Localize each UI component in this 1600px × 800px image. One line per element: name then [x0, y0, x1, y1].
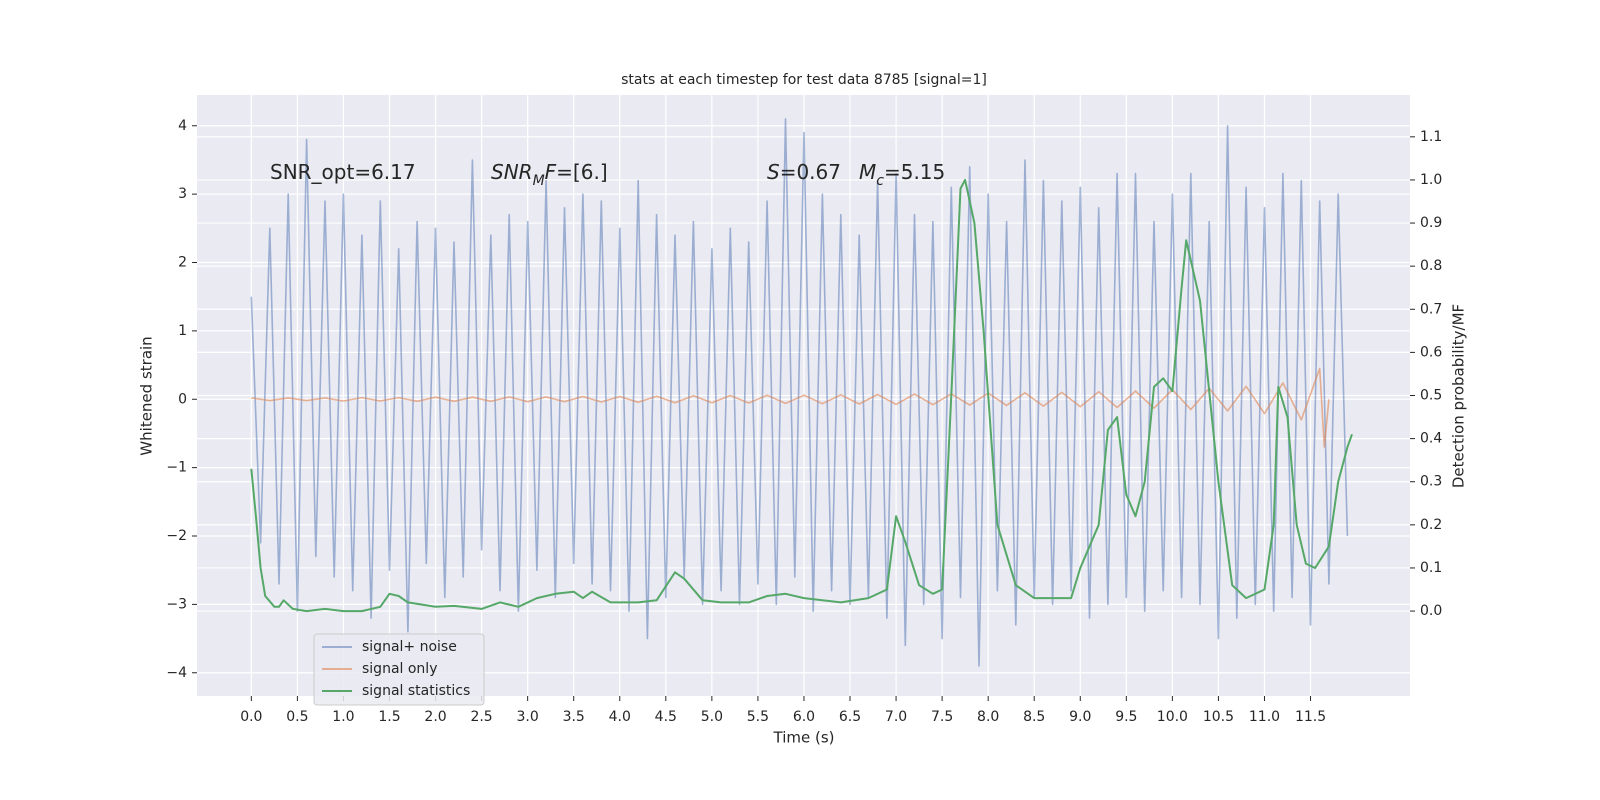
- y-tick-label: −3: [166, 596, 187, 612]
- y2-tick-label: 1.0: [1420, 172, 1442, 188]
- series-line: [250, 118, 1349, 667]
- y-axis-label: Whitened strain: [138, 336, 156, 455]
- y2-tick-label: 0.7: [1420, 301, 1442, 317]
- y2-tick-label: 0.1: [1420, 560, 1442, 576]
- y2-tick-label: 0.5: [1420, 388, 1442, 404]
- x-tick-label: 2.5: [470, 709, 492, 725]
- x-tick-label: 4.0: [609, 709, 631, 725]
- annotation-part: SNR_opt=6.17: [270, 160, 416, 184]
- annotation: Mc=5.15: [859, 160, 945, 190]
- x-tick-label: 10.5: [1203, 709, 1234, 725]
- y-tick-label: −4: [166, 665, 187, 681]
- x-tick-label: 2.0: [424, 709, 446, 725]
- x-tick-label: 0.0: [240, 709, 262, 725]
- x-tick-label: 1.0: [332, 709, 354, 725]
- annotation-part: =0.67: [780, 160, 841, 184]
- x-tick-label: 6.5: [839, 709, 861, 725]
- y-tick-label: 3: [178, 186, 187, 202]
- annotation-part: M: [533, 173, 545, 189]
- y2-tick-label: 0.3: [1420, 474, 1442, 490]
- y-tick-label: −2: [166, 528, 187, 544]
- x-tick-label: 5.5: [747, 709, 769, 725]
- x-tick-label: 9.5: [1115, 709, 1137, 725]
- annotation: S=0.67: [767, 160, 841, 184]
- y-tick-label: 2: [178, 255, 187, 271]
- annotation-part: F: [545, 160, 557, 184]
- y2-tick-label: 0.2: [1420, 517, 1442, 533]
- x-tick-label: 9.0: [1069, 709, 1091, 725]
- annotation-part: c: [876, 173, 884, 189]
- annotation-part: S: [767, 160, 780, 184]
- annotation-part: M: [859, 160, 876, 184]
- y-tick-label: 0: [178, 391, 187, 407]
- x-axis-label: Time (s): [773, 729, 835, 747]
- x-tick-label: 0.5: [286, 709, 308, 725]
- series-line: [250, 178, 1353, 613]
- y2-tick-label: 0.4: [1420, 431, 1442, 447]
- x-tick-label: 8.0: [977, 709, 999, 725]
- x-tick-label: 3.5: [563, 709, 585, 725]
- x-tick-label: 10.0: [1157, 709, 1188, 725]
- annotation-part: =5.15: [884, 160, 945, 184]
- legend-box: [313, 633, 485, 706]
- y2-axis-label: Detection probability/MF: [1450, 304, 1468, 488]
- y2-tick-label: 0.8: [1420, 258, 1442, 274]
- x-tick-label: 6.0: [793, 709, 815, 725]
- x-tick-label: 5.0: [701, 709, 723, 725]
- legend-label: signal only: [362, 661, 437, 677]
- x-tick-label: 1.5: [378, 709, 400, 725]
- chart-title: stats at each timestep for test data 878…: [621, 72, 987, 88]
- y-tick-label: −1: [166, 460, 187, 476]
- annotation-part: SNR: [491, 160, 533, 184]
- annotation: SNR_opt=6.17: [270, 160, 416, 184]
- legend-label: signal statistics: [362, 683, 470, 699]
- x-tick-label: 3.0: [517, 709, 539, 725]
- annotation: SNRMF=[6.]: [491, 160, 608, 190]
- x-tick-label: 11.0: [1249, 709, 1280, 725]
- y-tick-label: 4: [178, 118, 187, 134]
- x-tick-label: 7.5: [931, 709, 953, 725]
- x-tick-label: 7.0: [885, 709, 907, 725]
- y2-tick-label: 0.9: [1420, 215, 1442, 231]
- legend-label: signal+ noise: [362, 639, 457, 655]
- y-tick-label: 1: [178, 323, 187, 339]
- y2-tick-label: 0.6: [1420, 344, 1442, 360]
- y2-tick-label: 1.1: [1420, 129, 1442, 145]
- y2-tick-label: 0.0: [1420, 603, 1442, 619]
- annotation-part: =[6.]: [556, 160, 607, 184]
- x-tick-label: 8.5: [1023, 709, 1045, 725]
- x-tick-label: 4.5: [655, 709, 677, 725]
- x-tick-label: 11.5: [1295, 709, 1326, 725]
